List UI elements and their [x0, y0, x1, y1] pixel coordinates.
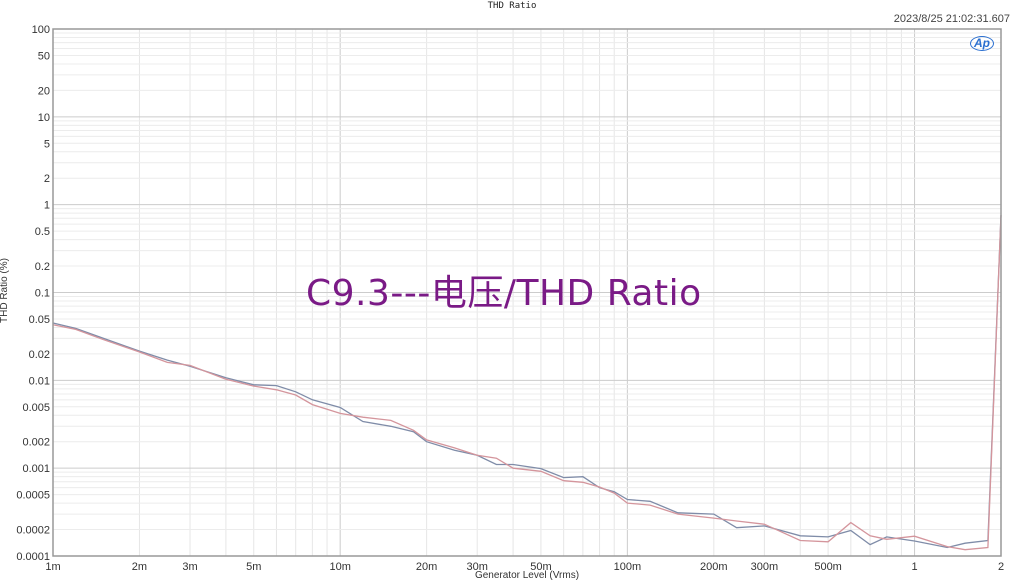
tick-labels: 1m 2m 3m 5m 10m 20m 30m 50m 100m 200m 300m 500m 1 210… [16, 24, 1004, 573]
x-tick-label: 5m [246, 561, 261, 573]
x-tick-label: 300m [751, 561, 779, 573]
y-tick-label: 100 [32, 24, 50, 36]
x-tick-label: 3m [182, 561, 197, 573]
y-tick-label: 1 [44, 200, 50, 212]
y-tick-label: 0.0002 [16, 525, 50, 537]
x-axis-label: Generator Level (Vrms) [474, 570, 580, 581]
x-tick-label: 2m [132, 561, 147, 573]
x-tick-label: 50m [530, 561, 551, 573]
grid [53, 29, 1001, 556]
annotation-text: C9.3---电压/THD Ratio [306, 273, 702, 314]
x-tick-label: 1m [45, 561, 60, 573]
y-tick-label: 0.2 [35, 261, 50, 273]
x-tick-label: 20m [416, 561, 437, 573]
y-tick-label: 20 [38, 85, 50, 97]
y-tick-label: 0.0005 [16, 490, 50, 502]
series-line-2 [52, 215, 1002, 551]
y-tick-label: 10 [38, 112, 50, 124]
y-tick-label: 0.001 [22, 463, 50, 475]
y-tick-label: 5 [44, 138, 50, 150]
x-tick-label: 30m [467, 561, 488, 573]
series-lines [52, 215, 1002, 551]
y-axis-label: THD Ratio (%) [0, 257, 11, 324]
y-tick-label: 0.02 [29, 349, 50, 361]
x-tick-label: 200m [700, 561, 728, 573]
x-tick-label: 100m [614, 561, 642, 573]
chart-title: THD Ratio [487, 1, 537, 11]
y-tick-label: 0.01 [29, 375, 50, 387]
y-tick-label: 0.0001 [16, 551, 50, 563]
y-tick-label: 2 [44, 173, 50, 185]
y-tick-label: 0.05 [29, 314, 50, 326]
x-tick-label: 1 [911, 561, 917, 573]
x-tick-label: 10m [329, 561, 350, 573]
y-tick-label: 0.1 [35, 288, 50, 300]
timestamp: 2023/8/25 21:02:31.607 [893, 13, 1010, 25]
x-tick-label: 2 [998, 561, 1004, 573]
y-tick-label: 0.002 [22, 437, 50, 449]
ap-logo: Ap [970, 36, 994, 51]
y-tick-label: 0.005 [22, 402, 50, 414]
x-tick-label: 500m [814, 561, 842, 573]
series-line-1 [52, 215, 1002, 549]
plot-frame [52, 28, 1002, 557]
y-tick-label: 0.5 [35, 226, 50, 238]
y-tick-label: 50 [38, 50, 50, 62]
